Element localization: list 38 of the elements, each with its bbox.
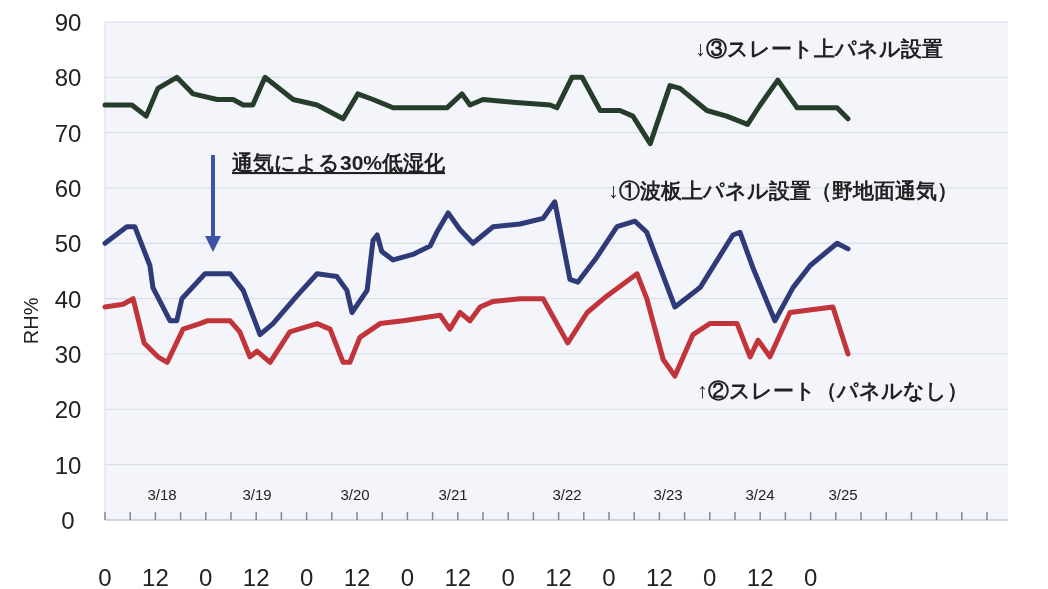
series-label: ↓①波板上パネル設置（野地面通気）	[608, 179, 958, 202]
y-tick-label: 0	[61, 507, 75, 534]
annotation: 3/18	[147, 486, 177, 503]
x-tick-label: 0	[501, 564, 515, 589]
annotation: 3/19	[242, 486, 272, 503]
y-tick-label: 10	[54, 451, 82, 479]
annotation: 3/22	[552, 486, 582, 503]
x-tick-label: 0	[98, 564, 112, 589]
x-tick-label: 0	[199, 564, 213, 589]
y-tick-label: 80	[54, 64, 82, 92]
x-tick-label: 12	[242, 564, 270, 589]
x-tick-label: 12	[545, 564, 572, 589]
y-tick-label: 90	[54, 9, 82, 36]
x-tick-label: 0	[803, 564, 818, 589]
y-axis-title: RH%	[20, 297, 42, 345]
x-tick-label: 0	[299, 564, 314, 589]
annotation: 通気による30%低湿化	[231, 151, 447, 174]
annotation: 3/24	[745, 486, 775, 503]
annotation: 3/25	[828, 486, 858, 503]
annotation: 3/20	[340, 486, 370, 503]
annotation: 3/23	[653, 486, 683, 503]
x-tick-label: 12	[343, 564, 371, 589]
y-tick-label: 40	[54, 285, 82, 313]
y-tick-label: 60	[54, 175, 82, 202]
x-tick-label: 12	[142, 564, 169, 589]
y-tick-label: 30	[54, 341, 82, 368]
y-tick-label: 20	[54, 396, 82, 424]
y-tick-label: 70	[54, 119, 82, 147]
annotation: 3/21	[438, 486, 468, 503]
x-tick-label: 12	[746, 564, 774, 589]
series-label: ↓③スレート上パネル設置	[695, 37, 943, 60]
x-tick-label: 0	[602, 564, 616, 589]
x-tick-label: 12	[444, 564, 472, 589]
x-tick-label: 0	[400, 564, 415, 589]
series-label: ↑②スレート（パネルなし）	[697, 379, 968, 403]
y-tick-label: 50	[54, 230, 82, 258]
x-tick-label: 12	[646, 564, 673, 589]
x-tick-label: 0	[703, 564, 717, 589]
